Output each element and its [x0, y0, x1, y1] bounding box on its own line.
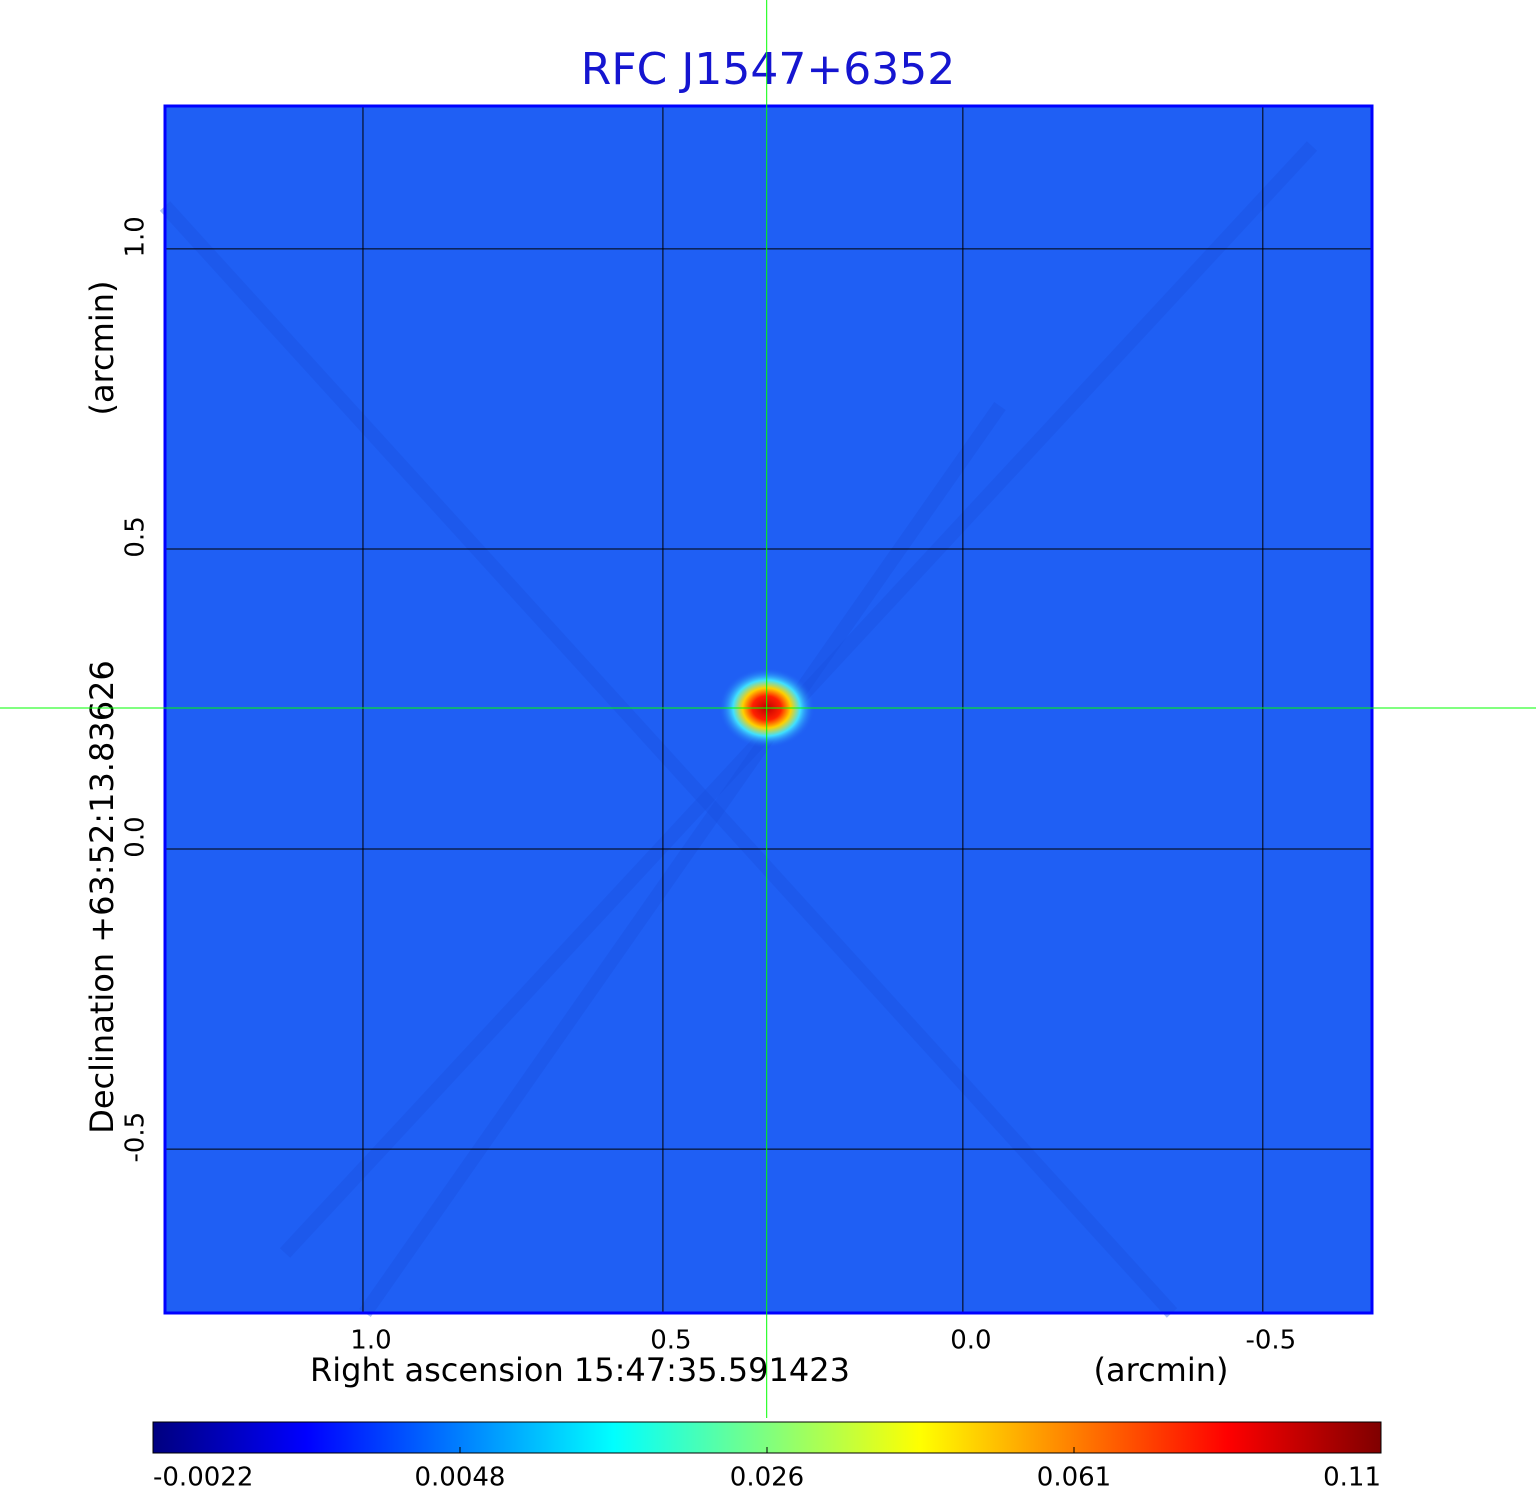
- x-axis-label: Right ascension 15:47:35.591423: [310, 1351, 850, 1389]
- colorbar-tick-label: -0.0022: [153, 1463, 253, 1493]
- y-tick-label: 0.0: [121, 816, 151, 857]
- y-tick-label: 1.0: [121, 216, 151, 257]
- x-tick-label: 1.0: [350, 1326, 391, 1356]
- x-tick-label: -0.5: [1245, 1326, 1296, 1356]
- image-artifact: [159, 201, 1178, 1318]
- colorbar-tick-label: 0.0048: [415, 1463, 506, 1493]
- colorbar-tick-label: 0.061: [1037, 1463, 1111, 1493]
- colorbar-tick-label: 0.11: [1323, 1463, 1381, 1493]
- y-axis-label: Declination +63:52:13.83626: [83, 660, 121, 1134]
- x-tick-label: 0.0: [950, 1326, 991, 1356]
- y-tick-label: 0.5: [121, 516, 151, 557]
- chart-title: RFC J1547+6352: [581, 44, 955, 95]
- y-axis-unit: (arcmin): [83, 281, 121, 416]
- image-artifact: [359, 401, 1006, 1318]
- x-axis-unit: (arcmin): [1094, 1351, 1229, 1389]
- y-tick-label: -0.5: [121, 1112, 151, 1163]
- x-tick-label: 0.5: [650, 1326, 691, 1356]
- colorbar-tick-label: 0.026: [730, 1463, 804, 1493]
- plot-frame: [163, 104, 1374, 1315]
